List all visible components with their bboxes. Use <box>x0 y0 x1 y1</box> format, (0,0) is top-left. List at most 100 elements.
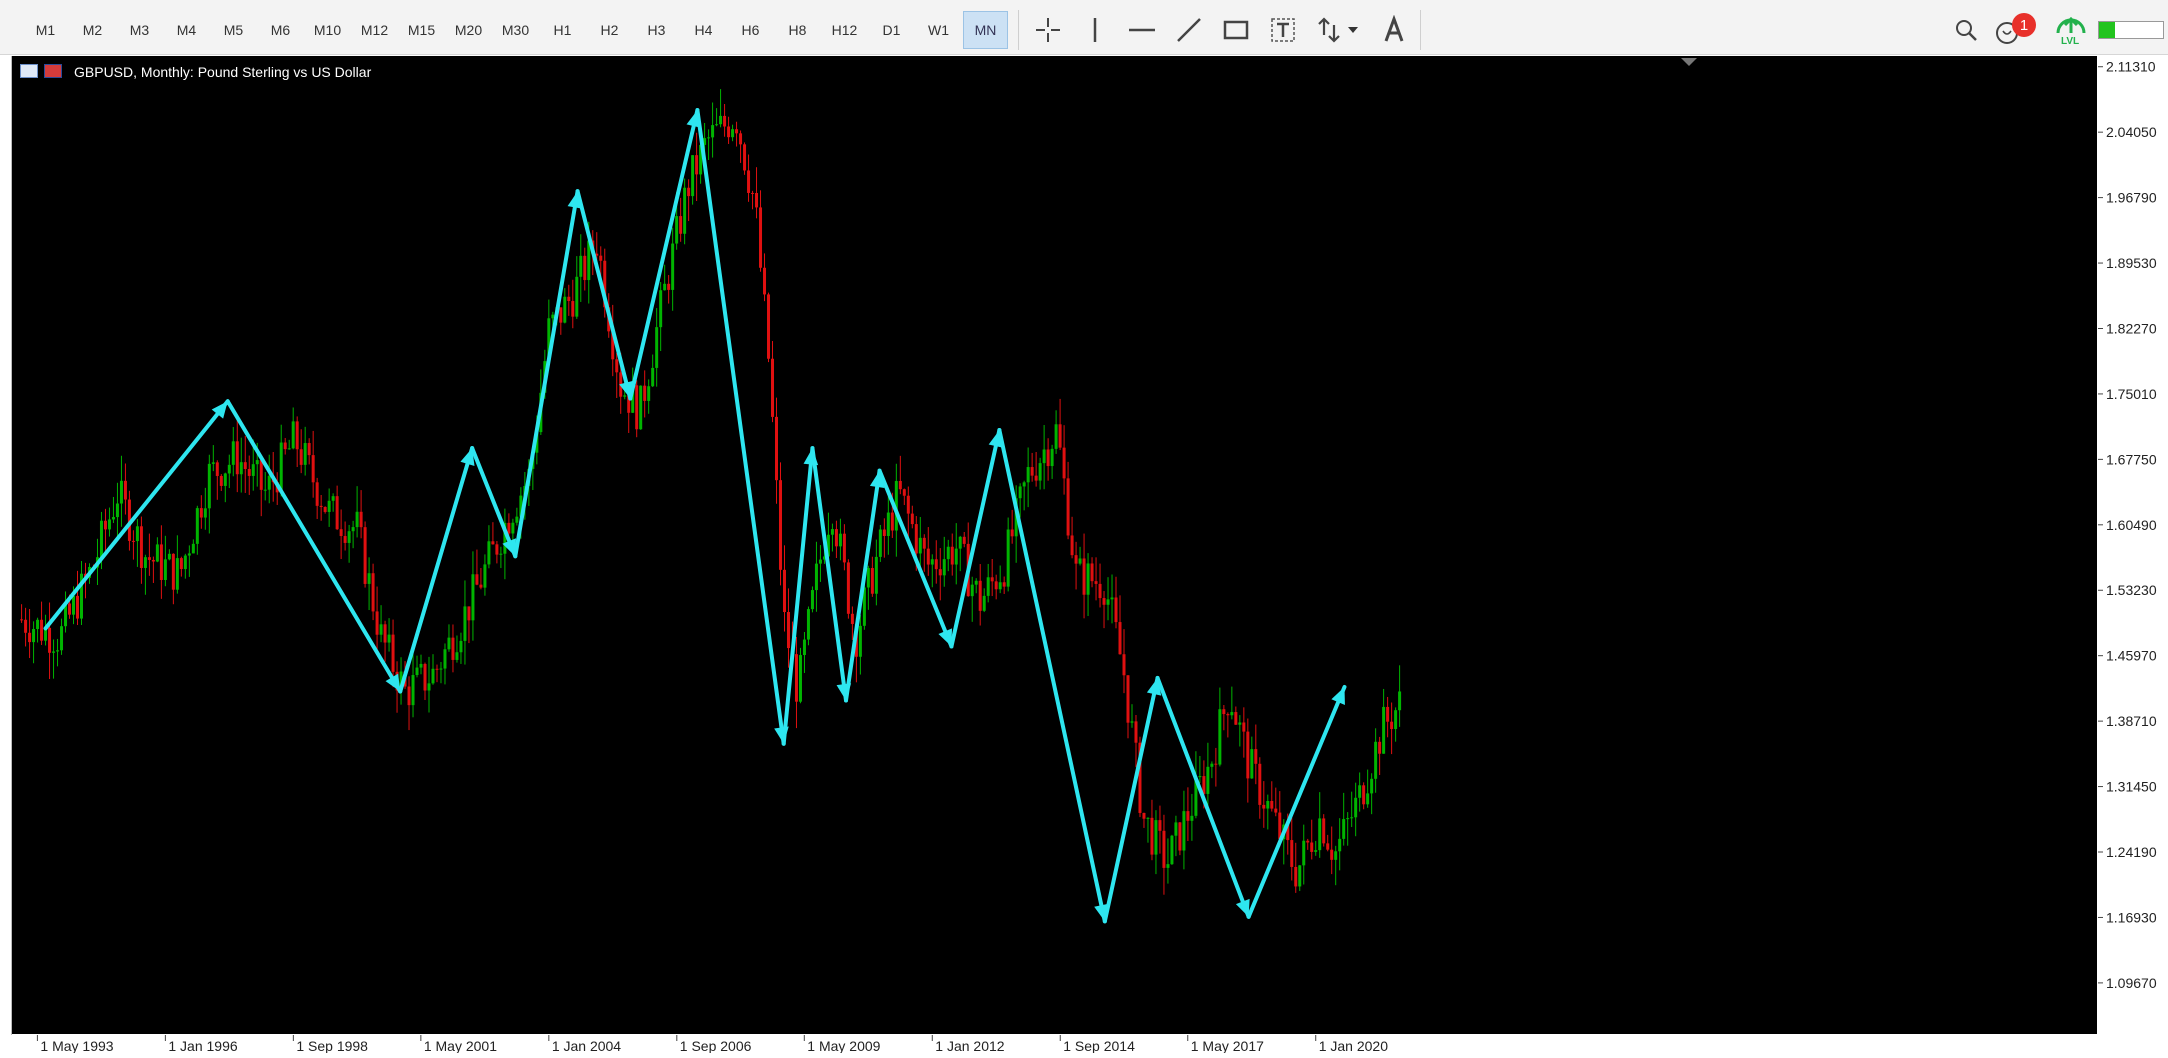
candle <box>579 234 583 302</box>
candle <box>954 523 958 585</box>
timeframe-h8-button[interactable]: H8 <box>788 22 807 38</box>
candle <box>1074 541 1078 590</box>
zigzag-arrow <box>877 468 954 649</box>
timeframe-h2-button[interactable]: H2 <box>600 22 619 38</box>
price-tick: 1.16930 <box>2098 909 2157 925</box>
vertical-line-icon <box>1093 18 1097 42</box>
price-tick-label: 2.11310 <box>2106 59 2156 75</box>
crosshair-icon <box>1036 18 1060 42</box>
candle <box>679 197 683 242</box>
time-tick-label: 1 May 2001 <box>424 1038 497 1053</box>
candle <box>243 436 247 493</box>
candle <box>64 591 68 633</box>
candle <box>906 486 910 537</box>
price-tick-label: 1.96790 <box>2106 190 2157 206</box>
candle <box>467 606 471 644</box>
timeframe-h6-button[interactable]: H6 <box>741 22 760 38</box>
time-tick-label: 1 May 1993 <box>40 1038 113 1053</box>
level-progress-bar <box>2098 21 2164 39</box>
candle <box>878 524 882 562</box>
candle <box>359 490 363 539</box>
vertical-line-tool-button[interactable] <box>1076 11 1114 49</box>
timeframe-w1-button[interactable]: W1 <box>928 22 949 38</box>
timeframe-m12-button[interactable]: M12 <box>360 22 389 38</box>
candle <box>351 520 355 549</box>
candle <box>663 264 667 291</box>
timeframe-h3-button[interactable]: H3 <box>647 22 666 38</box>
candle <box>926 527 930 576</box>
price-tick-label: 1.89530 <box>2106 255 2157 271</box>
candle <box>846 559 850 619</box>
notifications-button[interactable]: 1 <box>1994 11 2036 49</box>
timeframe-m5-button[interactable]: M5 <box>223 22 244 38</box>
candle <box>435 664 439 683</box>
candle <box>463 580 467 665</box>
candle <box>902 488 906 506</box>
candle <box>727 116 731 144</box>
timeframe-m2-button[interactable]: M2 <box>82 22 103 38</box>
candle <box>207 454 211 534</box>
text-label-tool-button[interactable] <box>1264 11 1302 49</box>
time-tick-label: 1 Jan 1996 <box>168 1038 237 1053</box>
timeframe-m6-button[interactable]: M6 <box>270 22 291 38</box>
timeframe-m3-button[interactable]: M3 <box>129 22 150 38</box>
timeframe-h1-button[interactable]: H1 <box>553 22 572 38</box>
crosshair-tool-button[interactable] <box>1029 11 1067 49</box>
candle <box>1306 838 1310 850</box>
trend-line-tool-button[interactable] <box>1170 11 1208 49</box>
timeframe-m1-button[interactable]: M1 <box>35 22 56 38</box>
candle <box>103 508 107 553</box>
candle <box>1130 704 1134 728</box>
arrows-tool-dropdown[interactable] <box>1311 11 1367 49</box>
candle <box>459 632 463 664</box>
timeframe-mn-button[interactable]: MN <box>963 11 1008 49</box>
candle <box>175 535 179 594</box>
text-tool-button[interactable] <box>1375 11 1413 49</box>
candle <box>707 129 711 160</box>
time-axis[interactable]: 1 May 1993 1 Jan 1996 1 Sep 1998 1 May 2001… <box>0 1035 2168 1054</box>
candle <box>239 437 243 493</box>
lvl-button[interactable]: LVL <box>2051 11 2091 49</box>
horizontal-line-tool-button[interactable] <box>1123 11 1161 49</box>
chart-canvas[interactable] <box>12 56 2097 1034</box>
candles <box>20 89 1402 895</box>
timeframe-m30-button[interactable]: M30 <box>501 22 530 38</box>
price-axis[interactable]: 2.11310 2.04050 1.96790 1.89530 1.82270 1.750… <box>2098 56 2168 1034</box>
candle <box>719 89 723 128</box>
timeframe-m15-button[interactable]: M15 <box>407 22 436 38</box>
time-tick-label: 1 May 2009 <box>807 1038 880 1053</box>
candle <box>946 539 950 572</box>
price-tick: 1.75010 <box>2098 386 2157 402</box>
candle <box>1302 824 1306 885</box>
timeframe-h12-button[interactable]: H12 <box>831 22 858 38</box>
time-tick: 1 May 1993 <box>36 1035 114 1054</box>
candle <box>583 247 587 291</box>
search-button[interactable] <box>1947 11 1985 49</box>
candle <box>1114 576 1118 629</box>
candle <box>291 407 295 450</box>
zigzag-arrow <box>575 189 634 401</box>
timeframe-m4-button[interactable]: M4 <box>176 22 197 38</box>
candle <box>834 520 838 558</box>
zigzag-arrow <box>513 189 583 559</box>
candle <box>898 455 902 495</box>
candle <box>191 539 195 554</box>
candle <box>751 190 755 210</box>
rectangle-tool-button[interactable] <box>1217 11 1255 49</box>
timeframe-m10-button[interactable]: M10 <box>313 22 342 38</box>
shift-marker[interactable] <box>1681 58 1697 66</box>
candle <box>778 462 782 586</box>
timeframe-h4-button[interactable]: H4 <box>694 22 713 38</box>
candle <box>1022 480 1026 511</box>
candle <box>1142 812 1146 828</box>
candle <box>495 541 499 564</box>
candle <box>143 554 147 595</box>
timeframe-m20-button[interactable]: M20 <box>454 22 483 38</box>
candle <box>219 474 223 491</box>
timeframe-d1-button[interactable]: D1 <box>882 22 901 38</box>
candle <box>515 507 519 526</box>
candle <box>371 563 375 621</box>
candle <box>1146 817 1150 843</box>
candle <box>80 560 83 625</box>
candle <box>715 108 719 127</box>
